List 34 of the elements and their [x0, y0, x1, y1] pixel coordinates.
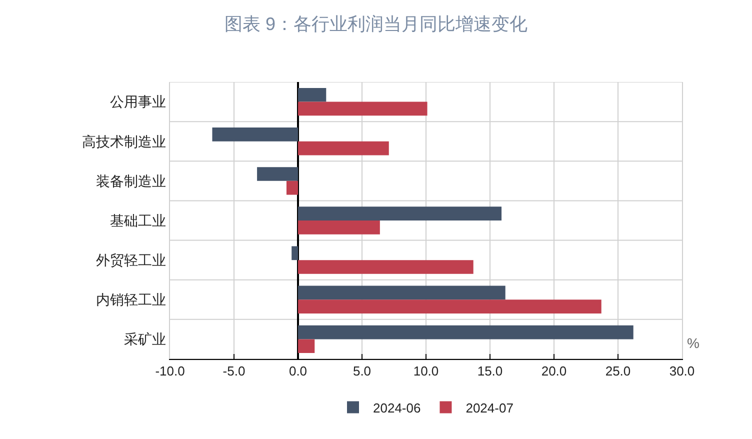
bar	[298, 141, 389, 156]
bar	[298, 286, 506, 300]
y-tick-label: 基础工业	[110, 212, 166, 228]
bar	[298, 325, 634, 340]
bar	[298, 339, 315, 354]
x-tick-label: 10.0	[413, 364, 439, 379]
y-tick-label: 高技术制造业	[82, 133, 166, 150]
x-tick-label: 25.0	[605, 364, 631, 379]
y-tick-label: 公用事业	[110, 94, 166, 110]
legend-label: 2024-07	[466, 400, 514, 416]
x-tick-label: -10.0	[155, 364, 185, 379]
bar	[298, 300, 602, 314]
x-tick-label: 0.0	[288, 364, 308, 379]
x-tick-label: 20.0	[541, 364, 567, 379]
bar	[292, 246, 298, 260]
bar	[257, 167, 298, 181]
chart-title: 图表 9：各行业利润当月同比增速变化	[224, 14, 528, 34]
bar	[286, 180, 298, 195]
bar	[212, 128, 298, 142]
legend-label: 2024-06	[373, 400, 421, 416]
y-tick-label: 内销轻工业	[96, 292, 166, 308]
x-tick-label: -5.0	[222, 364, 246, 379]
y-tick-label: 采矿业	[124, 331, 166, 348]
bar	[298, 220, 380, 234]
x-tick-label: 5.0	[352, 364, 372, 379]
y-tick-label: 装备制造业	[96, 172, 166, 189]
bar	[298, 260, 474, 274]
text: %	[687, 335, 700, 351]
x-tick-label: 15.0	[477, 364, 503, 379]
bar	[298, 206, 502, 220]
x-tick-label: 30.0	[669, 364, 695, 379]
bar	[298, 102, 428, 116]
bar	[298, 88, 326, 102]
y-tick-label: 外贸轻工业	[96, 252, 166, 268]
